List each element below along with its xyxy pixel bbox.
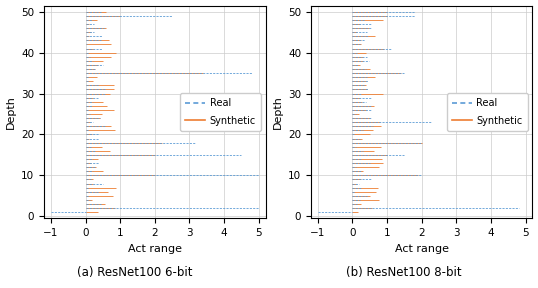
Text: (a) ResNet100 6-bit: (a) ResNet100 6-bit	[77, 266, 192, 279]
Text: (b) ResNet100 8-bit: (b) ResNet100 8-bit	[346, 266, 461, 279]
X-axis label: Act range: Act range	[395, 244, 449, 254]
Y-axis label: Depth: Depth	[5, 95, 16, 129]
X-axis label: Act range: Act range	[128, 244, 182, 254]
Legend: Real, Synthetic: Real, Synthetic	[180, 93, 261, 131]
Legend: Real, Synthetic: Real, Synthetic	[447, 93, 528, 131]
Y-axis label: Depth: Depth	[272, 95, 282, 129]
